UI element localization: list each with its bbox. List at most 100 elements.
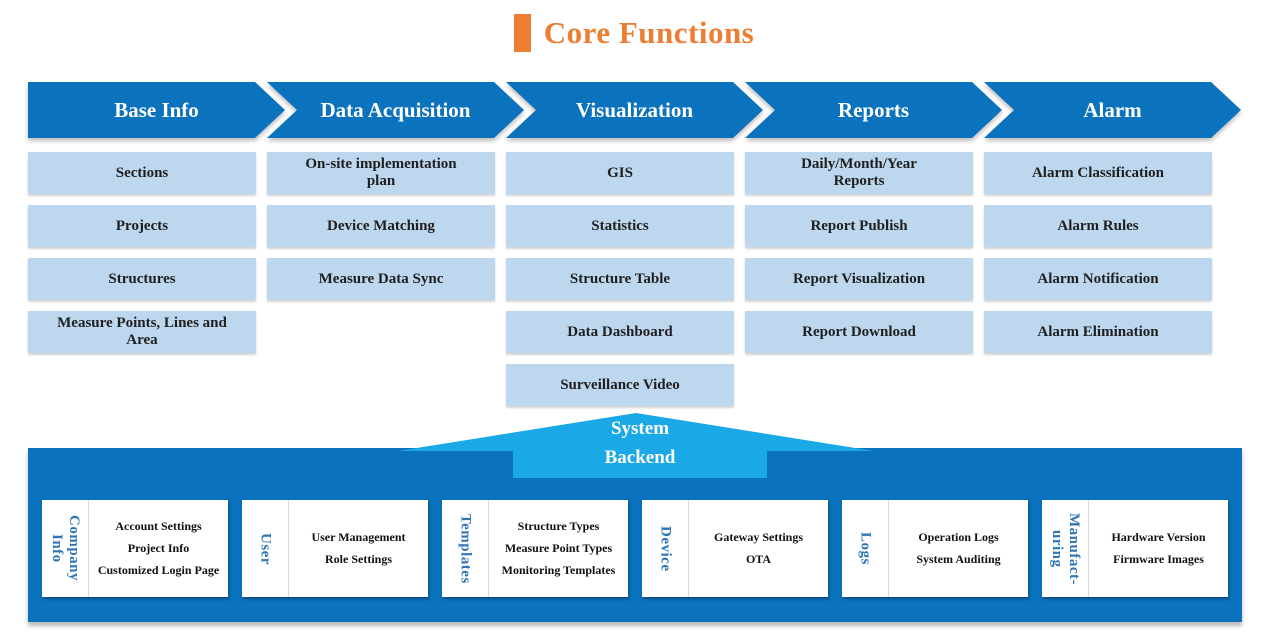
function-item: Surveillance Video (506, 364, 734, 406)
column-data-acquisition: On-site implementation plan Device Match… (267, 152, 495, 300)
function-item: Report Visualization (745, 258, 973, 300)
module-label-line: Device (657, 525, 674, 572)
function-item-label: Surveillance Video (560, 376, 680, 393)
function-item-label: Data Dashboard (567, 323, 673, 340)
function-item: Measure Data Sync (267, 258, 495, 300)
function-item-label: Structure Table (569, 270, 671, 287)
system-backend-panel: Company Info Account Settings Project In… (28, 448, 1242, 622)
function-items-grid: Sections Projects Structures Measure Poi… (28, 152, 1243, 406)
function-item: Alarm Elimination (984, 311, 1212, 353)
function-item-label: Report Publish (810, 217, 908, 234)
page-title: Core Functions (543, 15, 755, 50)
function-item-label: Alarm Elimination (1037, 323, 1159, 340)
function-item: Report Publish (745, 205, 973, 247)
function-item-label: Alarm Classification (1031, 164, 1165, 181)
function-item-label: Measure Points, Lines and Area (57, 315, 227, 348)
arrow-header-alarm: Alarm (1083, 97, 1142, 122)
function-item-label: Alarm Notification (1037, 270, 1159, 287)
module-label-logs: Logs (842, 500, 889, 597)
function-item: Measure Points, Lines and Area (28, 311, 256, 353)
function-item: Alarm Rules (984, 205, 1212, 247)
function-item: Structure Table (506, 258, 734, 300)
arrow-header-data-acquisition: Data Acquisition (320, 97, 471, 122)
function-item-label: Report Download (802, 323, 916, 340)
backend-module-company-info: Company Info Account Settings Project In… (42, 500, 228, 597)
module-items: Account Settings Project Info Customized… (89, 500, 228, 597)
backend-module-device: Device Gateway Settings OTA (642, 500, 828, 597)
module-label-line: Manufact- (1066, 512, 1082, 585)
function-item-label: GIS (607, 164, 633, 181)
module-item: Monitoring Templates (501, 563, 616, 577)
backend-module-templates: Templates Structure Types Measure Point … (442, 500, 628, 597)
arrow-shape-reports (745, 82, 1002, 138)
module-label-line: Templates (457, 513, 474, 584)
module-item: OTA (745, 552, 772, 566)
backend-module-logs: Logs Operation Logs System Auditing (842, 500, 1028, 597)
module-items: Operation Logs System Auditing (889, 500, 1028, 597)
module-item: Account Settings (115, 519, 202, 533)
module-item: Firmware Images (1113, 552, 1204, 566)
module-item: Project Info (127, 541, 190, 555)
function-item: Projects (28, 205, 256, 247)
function-item-label: Alarm Rules (1057, 217, 1139, 234)
function-item-label: Measure Data Sync (318, 270, 444, 287)
arrow-shape-alarm (984, 82, 1241, 138)
function-item: Data Dashboard (506, 311, 734, 353)
column-visualization: GIS Statistics Structure Table Data Dash… (506, 152, 734, 406)
function-item-label: Device Matching (327, 217, 435, 234)
function-item-label: Report Visualization (792, 270, 926, 287)
function-item-label: Projects (115, 217, 169, 234)
module-label-company-info: Company Info (42, 500, 89, 597)
system-backend-label-line: Backend (604, 447, 676, 468)
module-label-templates: Templates (442, 500, 489, 597)
function-item: Device Matching (267, 205, 495, 247)
arrow-shape-data-acquisition (267, 82, 524, 138)
arrow-header-reports: Reports (837, 97, 910, 122)
backend-module-manufacturing: Manufact- uring Hardware Version Firmwar… (1042, 500, 1228, 597)
function-item-label: Structures (108, 270, 176, 287)
module-label-line: Company (66, 515, 82, 582)
module-item: Role Settings (325, 552, 392, 566)
module-item: Measure Point Types (504, 541, 613, 555)
system-backend-label: System Backend (513, 414, 767, 472)
module-label-line: uring (1049, 529, 1065, 568)
function-item: Alarm Classification (984, 152, 1212, 194)
arrow-shape-visualization (506, 82, 763, 138)
function-item: Sections (28, 152, 256, 194)
function-item-label: Statistics (591, 217, 649, 234)
module-item: Customized Login Page (97, 563, 220, 577)
function-item: Daily/Month/Year Reports (745, 152, 973, 194)
column-reports: Daily/Month/Year Reports Report Publish … (745, 152, 973, 353)
function-item: On-site implementation plan (267, 152, 495, 194)
column-alarm: Alarm Classification Alarm Rules Alarm N… (984, 152, 1212, 353)
process-arrow-band: Base Info Data Acquisition Visualization… (28, 82, 1243, 138)
module-label-line: Logs (857, 532, 874, 565)
function-item-label: On-site implementation plan (305, 156, 457, 189)
module-label-device: Device (642, 500, 689, 597)
module-item: User Management (311, 530, 406, 544)
module-label-user: User (242, 500, 289, 597)
arrow-shape-base-info (28, 82, 285, 138)
column-base-info: Sections Projects Structures Measure Poi… (28, 152, 256, 353)
module-item: Gateway Settings (714, 530, 803, 544)
page-title-row: Core Functions (0, 10, 1268, 56)
system-backend-label-line: System (610, 418, 670, 439)
function-item: Alarm Notification (984, 258, 1212, 300)
function-item: Structures (28, 258, 256, 300)
function-item-label: Sections (115, 164, 169, 181)
function-item: Statistics (506, 205, 734, 247)
module-label-manufacturing: Manufact- uring (1042, 500, 1089, 597)
module-label-line: Info (49, 534, 65, 563)
module-items: Structure Types Measure Point Types Moni… (489, 500, 628, 597)
function-item-label: Daily/Month/Year Reports (801, 156, 917, 189)
function-item: GIS (506, 152, 734, 194)
function-item: Report Download (745, 311, 973, 353)
module-item: Operation Logs (918, 530, 999, 544)
backend-module-user: User User Management Role Settings (242, 500, 428, 597)
module-items: User Management Role Settings (289, 500, 428, 597)
arrow-header-visualization: Visualization (575, 97, 694, 122)
module-item: Hardware Version (1111, 530, 1206, 544)
title-accent-bar (513, 14, 531, 52)
module-item: Structure Types (517, 519, 600, 533)
module-items: Hardware Version Firmware Images (1089, 500, 1228, 597)
